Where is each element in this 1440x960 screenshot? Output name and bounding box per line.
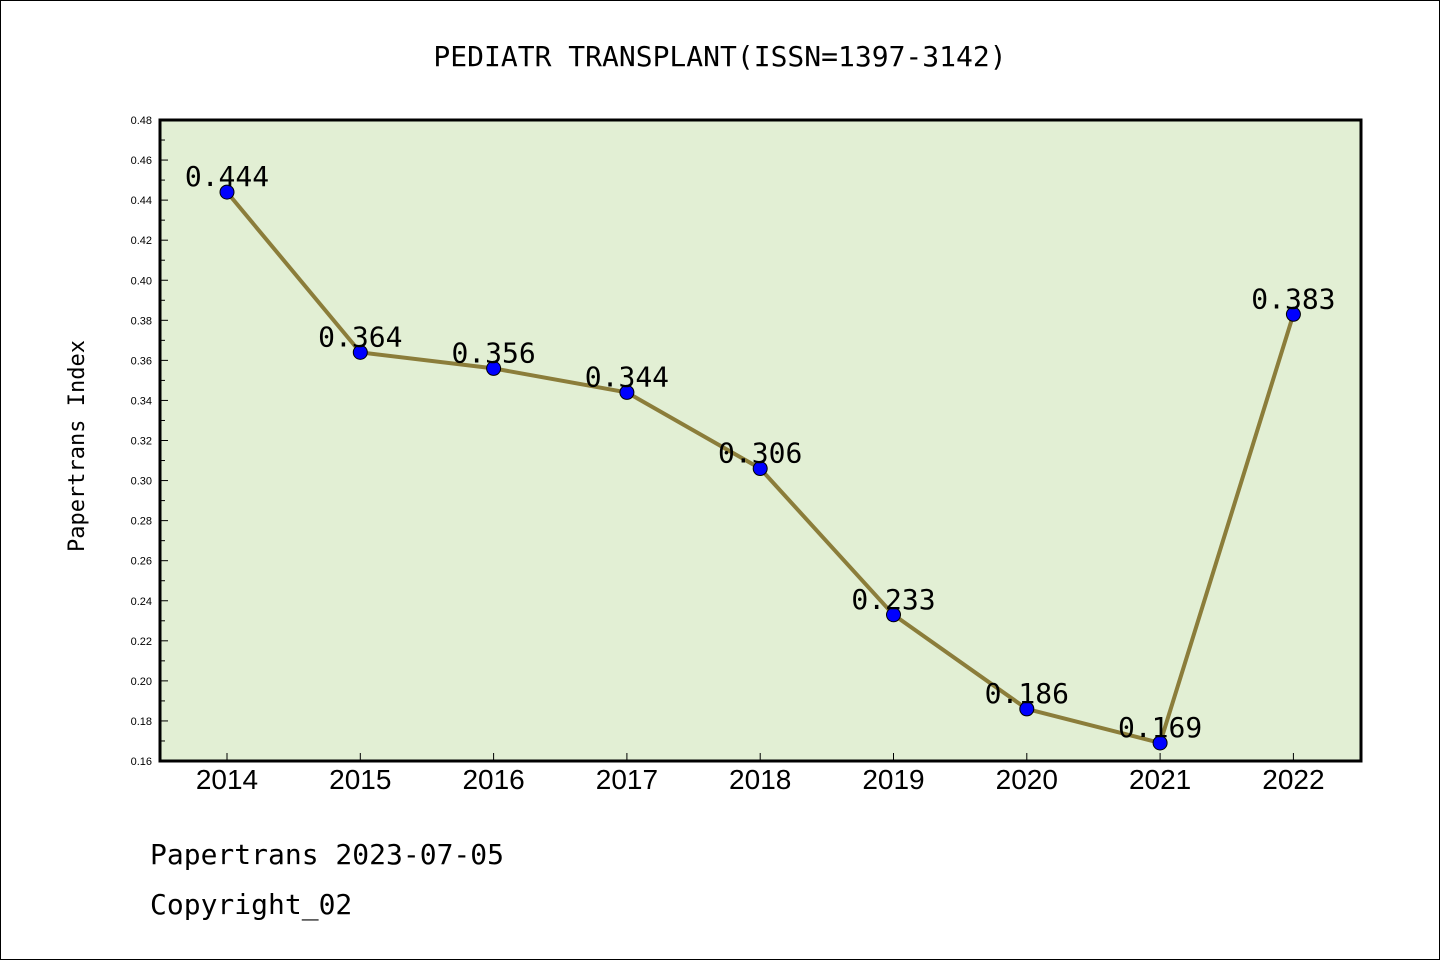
y-tick-label: 0.32 (131, 436, 152, 448)
plot-border (158, 118, 1363, 763)
x-tick-label: 2018 (729, 764, 791, 795)
y-tick-label: 0.28 (131, 516, 152, 528)
data-point (886, 607, 901, 623)
x-tick-label: 2019 (862, 764, 924, 795)
data-label: 0.186 (985, 677, 1069, 710)
x-tick-label: 2020 (996, 764, 1058, 795)
y-tick-label: 0.46 (131, 155, 152, 167)
data-point (486, 360, 502, 376)
y-tick-label: 0.40 (131, 275, 152, 287)
plot-area (160, 120, 1361, 761)
data-point (1152, 735, 1168, 751)
y-tick-label: 0.30 (131, 476, 152, 488)
y-axis: 0.16 0.18 0.20 0.22 0.24 0.26 0.28 0.30 0.32 0.34… (131, 115, 168, 768)
y-tick-label: 0.18 (131, 716, 152, 728)
data-point (219, 184, 235, 200)
x-tick-label: 2014 (196, 764, 258, 795)
data-label: 0.356 (451, 336, 535, 369)
series-layer: 0.444 0.364 0.356 0.344 0.306 0.233 0.186 0.169… (185, 160, 1336, 751)
footer-date: Papertrans 2023-07-05 (150, 838, 504, 871)
y-tick-label: 0.36 (131, 355, 152, 367)
data-point (1019, 701, 1035, 717)
data-label: 0.344 (585, 360, 669, 393)
data-point (619, 384, 635, 400)
y-tick-label: 0.48 (131, 115, 152, 127)
x-tick-label: 2016 (462, 764, 524, 795)
y-tick-label: 0.16 (131, 756, 152, 768)
y-tick-label: 0.34 (131, 395, 152, 407)
data-label: 0.306 (718, 437, 802, 470)
data-point (752, 461, 768, 477)
x-tick-label: 2021 (1129, 764, 1191, 795)
y-tick-label: 0.20 (131, 676, 152, 688)
x-tick-label: 2015 (329, 764, 391, 795)
y-tick-label: 0.44 (131, 195, 152, 207)
y-axis-label: Papertrans Index (65, 340, 90, 552)
data-label: 0.383 (1251, 282, 1335, 315)
data-label: 0.233 (851, 583, 935, 616)
data-point (1285, 306, 1301, 322)
data-label: 0.364 (318, 320, 402, 353)
data-point (352, 344, 368, 360)
y-tick-label: 0.26 (131, 556, 152, 568)
chart-title: PEDIATR TRANSPLANT(ISSN=1397-3142) (433, 40, 1006, 73)
x-tick-label: 2022 (1262, 764, 1324, 795)
y-tick-label: 0.24 (131, 596, 152, 608)
y-tick-label: 0.38 (131, 315, 152, 327)
y-tick-label: 0.42 (131, 235, 152, 247)
x-axis: 2014 2015 2016 2017 2018 2019 2020 2021 2022 (196, 753, 1325, 795)
footer-copyright: Copyright_02 (150, 888, 352, 922)
y-tick-label: 0.22 (131, 636, 152, 648)
x-tick-label: 2017 (596, 764, 658, 795)
data-label: 0.169 (1118, 711, 1202, 744)
data-label: 0.444 (185, 160, 269, 193)
